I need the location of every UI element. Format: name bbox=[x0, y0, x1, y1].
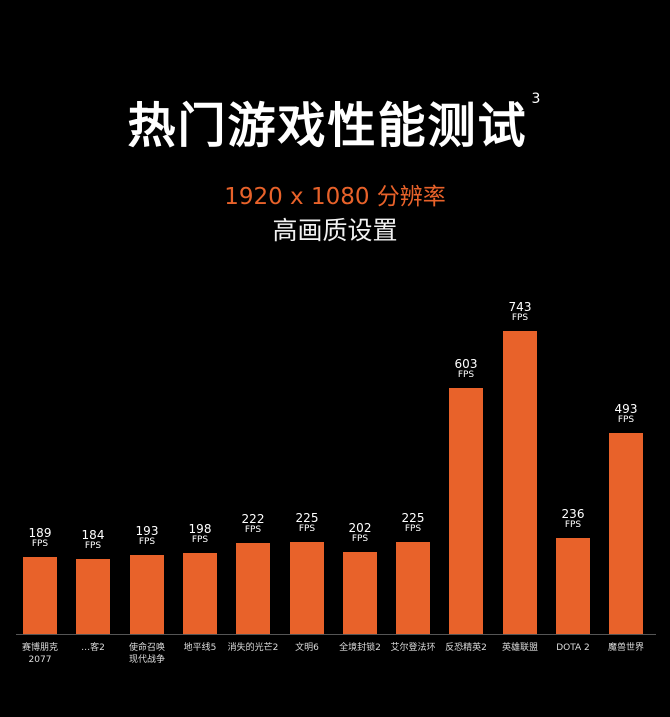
value-unit: FPS bbox=[511, 313, 529, 323]
category-line-1: 消失的光芒2 bbox=[227, 643, 279, 653]
title-text: 热门游戏性能测试 bbox=[127, 98, 528, 154]
bar-value-label: 236 FPS bbox=[543, 508, 603, 531]
bar bbox=[76, 559, 110, 634]
bar bbox=[449, 388, 483, 634]
bar-value-label: 603 FPS bbox=[436, 358, 496, 381]
value-unit: FPS bbox=[138, 537, 156, 547]
value-unit: FPS bbox=[84, 541, 102, 551]
chart-title: 热门游戏性能测试 3 bbox=[0, 86, 670, 156]
bar bbox=[503, 331, 537, 634]
bar-value-label: 202 FPS bbox=[330, 522, 390, 545]
quality-subtitle: 高画质设置 bbox=[272, 216, 398, 245]
bar bbox=[183, 553, 217, 634]
category-line-1: 反恐精英2 bbox=[445, 643, 487, 653]
category-line-1: …客2 bbox=[81, 643, 105, 653]
value-unit: FPS bbox=[617, 415, 635, 425]
category-label: 使命召唤 现代战争 bbox=[117, 642, 177, 666]
category-line-1: 文明6 bbox=[295, 643, 319, 653]
bar-value-label: 743 FPS bbox=[490, 301, 550, 324]
footnote-marker: 3 bbox=[531, 91, 543, 107]
bar bbox=[23, 557, 57, 634]
category-label: 文明6 bbox=[277, 642, 337, 654]
category-label: 消失的光芒2 bbox=[223, 642, 283, 654]
value-number: 193 bbox=[135, 524, 159, 538]
bar-value-label: 189 FPS bbox=[10, 527, 70, 550]
value-unit: FPS bbox=[244, 525, 262, 535]
category-line-1: DOTA 2 bbox=[556, 643, 590, 653]
value-number: 225 bbox=[401, 511, 425, 525]
category-line-1: 全境封锁2 bbox=[339, 643, 381, 653]
bar-value-label: 184 FPS bbox=[63, 529, 123, 552]
value-unit: FPS bbox=[31, 539, 49, 549]
category-line-1: 赛博朋克 bbox=[21, 643, 58, 653]
value-number: 184 bbox=[81, 528, 105, 542]
category-label: 全境封锁2 bbox=[330, 642, 390, 654]
value-number: 198 bbox=[188, 522, 212, 536]
bar bbox=[556, 538, 590, 634]
category-label: 魔兽世界 bbox=[596, 642, 656, 654]
value-number: 603 bbox=[454, 357, 478, 371]
bar bbox=[130, 555, 164, 634]
value-unit: FPS bbox=[298, 524, 316, 534]
bar-value-label: 225 FPS bbox=[383, 512, 443, 535]
category-label: 地平线5 bbox=[170, 642, 230, 654]
value-number: 225 bbox=[295, 511, 319, 525]
value-unit: FPS bbox=[457, 370, 475, 380]
category-line-2: 2077 bbox=[28, 655, 52, 665]
bar-value-label: 222 FPS bbox=[223, 513, 283, 536]
value-number: 236 bbox=[561, 507, 585, 521]
category-line-1: 地平线5 bbox=[183, 643, 217, 653]
value-number: 189 bbox=[28, 526, 52, 540]
value-number: 743 bbox=[508, 300, 532, 314]
value-unit: FPS bbox=[191, 535, 209, 545]
resolution-subtitle: 1920 x 1080 分辨率 bbox=[224, 184, 446, 210]
value-number: 493 bbox=[614, 402, 638, 416]
value-number: 222 bbox=[241, 512, 265, 526]
category-label: 艾尔登法环 bbox=[383, 642, 443, 654]
category-line-1: 使命召唤 bbox=[128, 643, 165, 653]
category-label: 英雄联盟 bbox=[490, 642, 550, 654]
category-line-1: 魔兽世界 bbox=[607, 643, 644, 653]
bar bbox=[236, 543, 270, 634]
bar bbox=[290, 542, 324, 634]
bar-value-label: 225 FPS bbox=[277, 512, 337, 535]
x-axis-baseline bbox=[16, 634, 656, 635]
value-unit: FPS bbox=[404, 524, 422, 534]
category-label: DOTA 2 bbox=[543, 642, 603, 654]
bar bbox=[343, 552, 377, 634]
bar bbox=[609, 433, 643, 634]
category-label: 赛博朋克 2077 bbox=[10, 642, 70, 666]
category-label: …客2 bbox=[63, 642, 123, 654]
value-number: 202 bbox=[348, 521, 372, 535]
category-line-1: 艾尔登法环 bbox=[390, 643, 436, 653]
value-unit: FPS bbox=[351, 534, 369, 544]
bar-value-label: 493 FPS bbox=[596, 403, 656, 426]
bar bbox=[396, 542, 430, 634]
category-label: 反恐精英2 bbox=[436, 642, 496, 654]
bar-value-label: 193 FPS bbox=[117, 525, 177, 548]
bar-value-label: 198 FPS bbox=[170, 523, 230, 546]
value-unit: FPS bbox=[564, 520, 582, 530]
category-line-2: 现代战争 bbox=[128, 655, 165, 665]
category-line-1: 英雄联盟 bbox=[501, 643, 538, 653]
